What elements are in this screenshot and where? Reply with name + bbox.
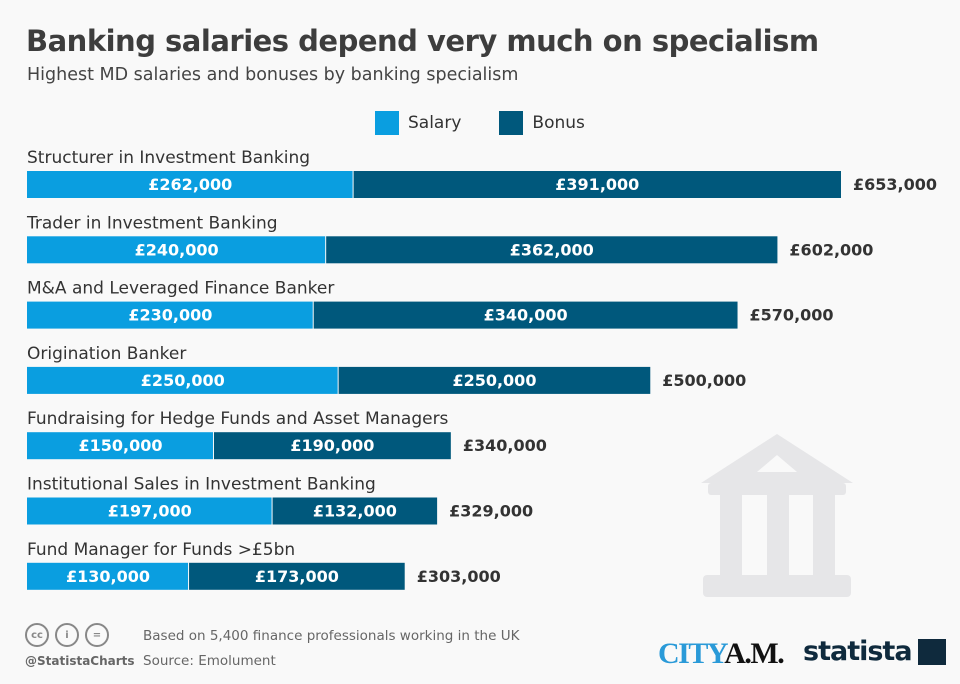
data-label: £130,000 (66, 567, 150, 586)
bar-salary (27, 497, 272, 525)
category-label: Fund Manager for Funds >£5bn (27, 540, 295, 560)
total-label: £500,000 (662, 371, 746, 390)
legend-label: Bonus (532, 113, 585, 133)
license-icons: cc i = (25, 623, 109, 647)
attribution-icon: i (55, 623, 79, 647)
bar-bonus (353, 171, 841, 198)
bar-salary (27, 171, 353, 198)
legend-swatch-bonus (499, 111, 524, 135)
bar-bonus (313, 301, 738, 329)
data-label: £230,000 (128, 306, 212, 325)
legend-label: Salary (408, 113, 462, 133)
category-label: Trader in Investment Banking (26, 213, 278, 233)
bar-salary (27, 432, 213, 460)
data-label: £150,000 (78, 436, 162, 455)
data-label: £362,000 (510, 240, 594, 259)
category-label: Institutional Sales in Investment Bankin… (27, 475, 376, 495)
chart-title: Banking salaries depend very much on spe… (26, 24, 819, 58)
total-label: £653,000 (853, 175, 937, 194)
source[interactable]: Source: Emolument (143, 653, 276, 669)
data-label: £250,000 (141, 371, 225, 390)
data-label: £262,000 (148, 175, 232, 194)
total-label: £340,000 (463, 436, 547, 455)
bar-bonus (338, 366, 651, 394)
total-label: £303,000 (417, 567, 501, 586)
statista-logo: statista (803, 636, 946, 667)
creative-commons-icon: cc (25, 623, 49, 647)
category-label: Structurer in Investment Banking (27, 148, 310, 168)
category-label: M&A and Leveraged Finance Banker (27, 279, 334, 299)
data-label: £250,000 (452, 371, 536, 390)
bar-bonus (189, 562, 405, 590)
bar-salary (27, 562, 189, 590)
legend: Salary Bonus (375, 111, 585, 135)
total-label: £329,000 (449, 502, 533, 521)
legend-swatch-salary (375, 111, 399, 135)
total-label: £570,000 (750, 306, 834, 325)
bar-bonus (326, 236, 778, 264)
category-label: Origination Banker (27, 344, 186, 364)
statista-wordmark: statista (803, 636, 913, 667)
statista-handle[interactable]: @StatistaCharts (25, 654, 135, 668)
bar-salary (27, 236, 326, 264)
data-label: £132,000 (313, 502, 397, 521)
statista-mark-icon (917, 638, 946, 665)
data-label: £190,000 (290, 436, 374, 455)
data-label: £197,000 (108, 502, 192, 521)
data-label: £240,000 (135, 240, 219, 259)
city-am-logo: CITYA.M. (658, 637, 785, 670)
total-label: £602,000 (789, 240, 873, 259)
category-label: Fundraising for Hedge Funds and Asset Ma… (27, 409, 449, 429)
chart-subtitle: Highest MD salaries and bonuses by banki… (27, 65, 519, 85)
bank-building-icon (701, 434, 853, 597)
bar-salary (27, 301, 313, 329)
data-label: £173,000 (255, 567, 339, 586)
legend-bonus: Bonus (499, 111, 585, 135)
bar-bonus (272, 497, 438, 525)
legend-salary: Salary (375, 111, 461, 135)
bar-bonus (213, 432, 451, 460)
bar-salary (27, 366, 338, 394)
data-label: £340,000 (484, 306, 568, 325)
no-derivatives-icon: = (85, 623, 109, 647)
footnote: Based on 5,400 finance professionals wor… (143, 628, 520, 644)
data-label: £391,000 (555, 175, 639, 194)
